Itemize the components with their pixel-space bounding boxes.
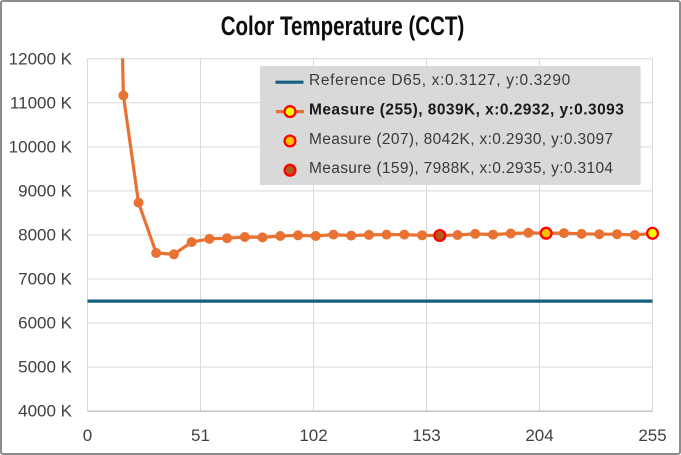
svg-text:4000 K: 4000 K xyxy=(18,402,73,421)
svg-text:8000 K: 8000 K xyxy=(18,226,73,245)
svg-text:Measure (159), 7988K, x:0.2935: Measure (159), 7988K, x:0.2935, y:0.3104 xyxy=(309,160,613,177)
svg-text:9000 K: 9000 K xyxy=(18,181,73,200)
svg-text:51: 51 xyxy=(191,426,210,445)
svg-text:Measure (255), 8039K, x:0.2932: Measure (255), 8039K, x:0.2932, y:0.3093 xyxy=(309,101,624,118)
svg-text:102: 102 xyxy=(299,426,327,445)
svg-text:0: 0 xyxy=(83,426,92,445)
svg-text:255: 255 xyxy=(638,426,666,445)
svg-text:5000 K: 5000 K xyxy=(18,358,73,377)
svg-text:7000 K: 7000 K xyxy=(18,270,73,289)
svg-text:Measure (207), 8042K, x:0.2930: Measure (207), 8042K, x:0.2930, y:0.3097 xyxy=(309,131,613,148)
svg-text:10000 K: 10000 K xyxy=(9,137,73,156)
svg-text:6000 K: 6000 K xyxy=(18,314,73,333)
svg-text:Reference D65, x:0.3127, y:0.3: Reference D65, x:0.3127, y:0.3290 xyxy=(309,72,571,89)
svg-text:153: 153 xyxy=(412,426,440,445)
svg-text:11000 K: 11000 K xyxy=(10,93,73,112)
svg-text:12000 K: 12000 K xyxy=(9,49,73,68)
svg-text:204: 204 xyxy=(525,426,553,445)
